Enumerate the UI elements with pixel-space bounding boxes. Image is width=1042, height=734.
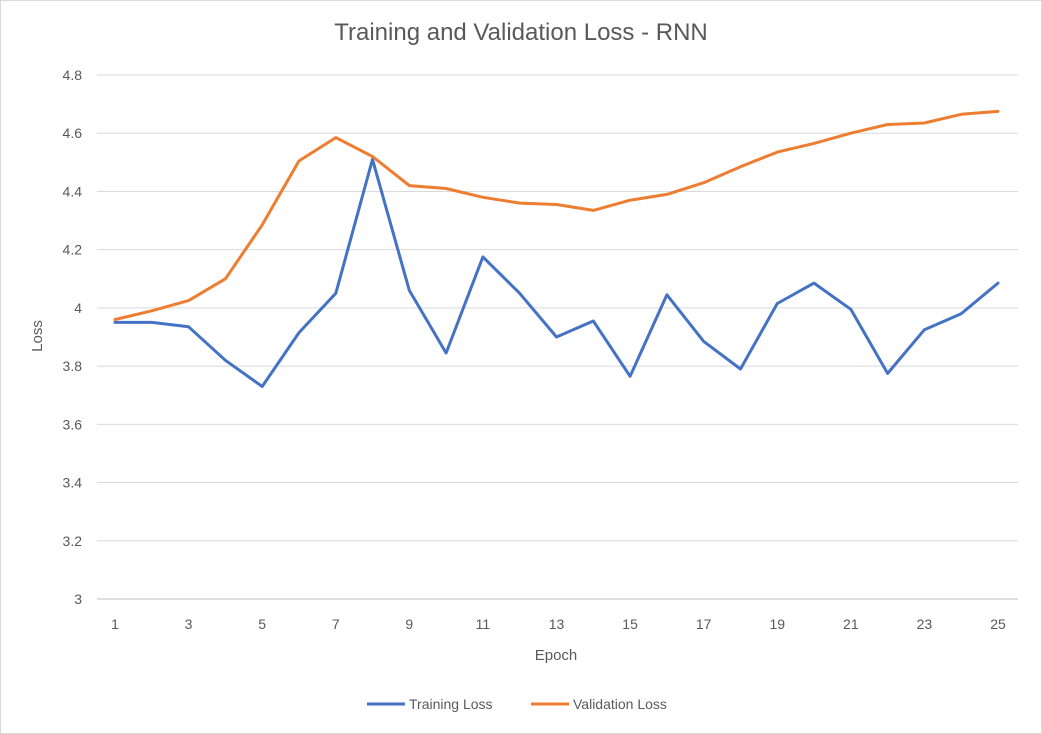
- y-tick-label: 4: [74, 300, 82, 316]
- x-axis-ticks: 1 3 5 7 9 11 13 15 17 19 21 23 25: [111, 616, 1006, 632]
- x-tick-label: 25: [990, 616, 1006, 632]
- chart-title: Training and Validation Loss - RNN: [334, 19, 708, 46]
- y-tick-label: 3.2: [63, 533, 83, 549]
- series-line-validation-loss: [113, 109, 1000, 321]
- x-tick-label: 3: [185, 616, 193, 632]
- y-tick-label: 3.8: [63, 358, 83, 374]
- x-tick-label: 17: [696, 616, 712, 632]
- legend: Training Loss Validation Loss: [367, 696, 667, 712]
- legend-label-validation: Validation Loss: [573, 696, 667, 712]
- x-tick-label: 19: [769, 616, 785, 632]
- y-tick-label: 3: [74, 591, 82, 607]
- y-tick-label: 3.4: [63, 475, 83, 491]
- x-axis-title: Epoch: [535, 647, 578, 664]
- y-tick-label: 3.6: [63, 416, 83, 432]
- series-line-training-loss: [113, 157, 1000, 388]
- x-tick-label: 23: [917, 616, 933, 632]
- x-tick-label: 5: [258, 616, 266, 632]
- x-tick-label: 13: [549, 616, 565, 632]
- y-axis-ticks: 3 3.2 3.4 3.6 3.8 4 4.2 4.4 4.6 4.8: [63, 67, 83, 607]
- gridlines: [97, 74, 1018, 600]
- x-tick-label: 11: [476, 616, 491, 632]
- y-axis-title: Loss: [29, 320, 46, 352]
- x-tick-label: 1: [111, 616, 119, 632]
- x-tick-label: 9: [405, 616, 413, 632]
- x-tick-label: 15: [622, 616, 638, 632]
- y-tick-label: 4.8: [63, 67, 83, 83]
- y-tick-label: 4.2: [63, 242, 83, 258]
- legend-label-training: Training Loss: [409, 696, 493, 712]
- x-tick-label: 7: [332, 616, 340, 632]
- y-tick-label: 4.6: [63, 125, 83, 141]
- x-tick-label: 21: [843, 616, 859, 632]
- series-lines: [113, 109, 1000, 388]
- y-tick-label: 4.4: [63, 183, 83, 199]
